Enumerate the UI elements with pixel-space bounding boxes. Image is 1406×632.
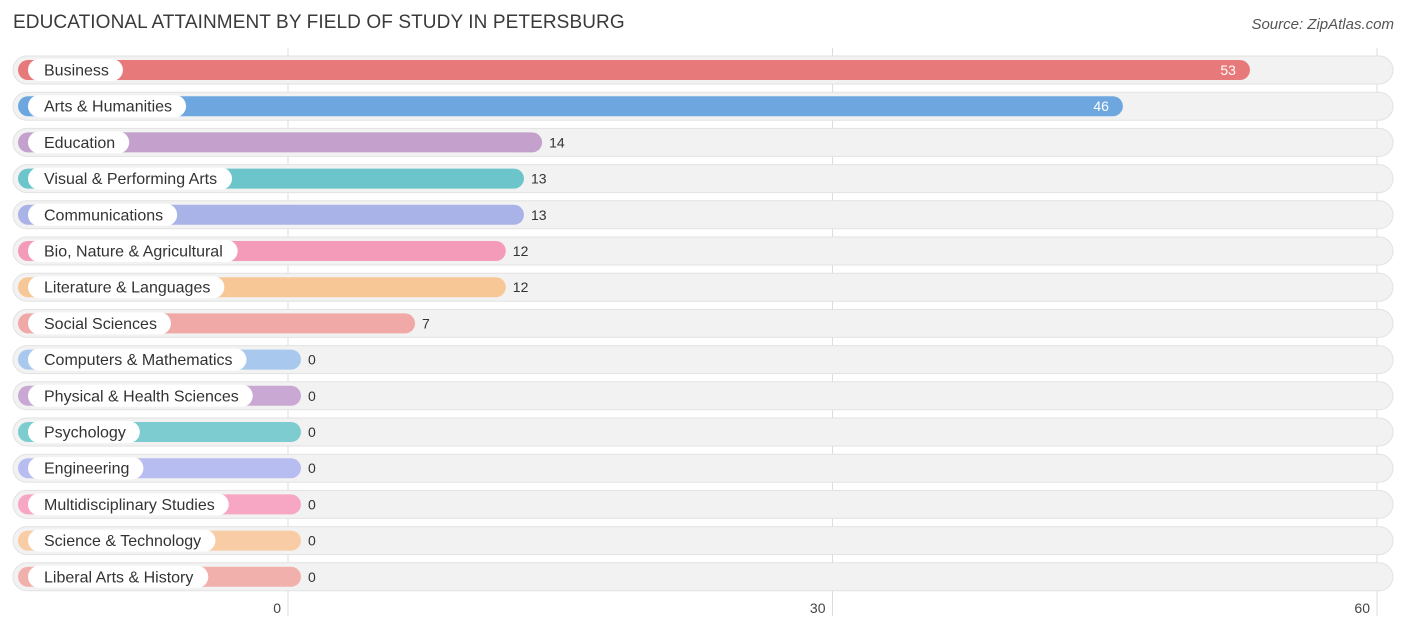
source-credit: Source: ZipAtlas.com bbox=[1251, 16, 1394, 33]
category-label-pill bbox=[28, 457, 144, 480]
category-label-pill bbox=[28, 384, 253, 407]
row-track bbox=[12, 417, 1394, 447]
category-label-pill bbox=[28, 565, 209, 588]
value-label: 13 bbox=[531, 171, 547, 187]
value-label: 12 bbox=[513, 243, 529, 259]
category-label: Communications bbox=[44, 207, 163, 224]
category-label-pill bbox=[28, 131, 130, 154]
value-label: 0 bbox=[308, 460, 316, 476]
chart-title: EDUCATIONAL ATTAINMENT BY FIELD OF STUDY… bbox=[13, 12, 625, 33]
category-label-pill bbox=[28, 240, 238, 262]
category-label-pill bbox=[28, 59, 123, 81]
category-label: Multidisciplinary Studies bbox=[44, 497, 215, 514]
category-label: Visual & Performing Arts bbox=[44, 171, 217, 188]
x-tick-label: 60 bbox=[1354, 600, 1370, 616]
value-label: 0 bbox=[308, 533, 316, 549]
x-axis: 0 30 60 bbox=[273, 600, 1370, 616]
category-label: Engineering bbox=[44, 461, 129, 478]
value-label: 12 bbox=[513, 279, 529, 295]
value-label: 0 bbox=[308, 424, 316, 440]
category-label: Computers & Mathematics bbox=[44, 352, 233, 369]
bar bbox=[18, 60, 1250, 80]
category-label-pill bbox=[28, 529, 216, 552]
row-track bbox=[12, 562, 1394, 592]
value-label: 46 bbox=[1093, 98, 1109, 114]
category-label-pill bbox=[28, 95, 187, 118]
category-label-pill bbox=[28, 167, 232, 190]
value-label: 14 bbox=[549, 134, 565, 150]
bar bbox=[18, 96, 1123, 117]
category-label: Arts & Humanities bbox=[44, 99, 172, 116]
value-label: 13 bbox=[531, 207, 547, 223]
value-label: 0 bbox=[308, 388, 316, 404]
category-label: Science & Technology bbox=[44, 533, 201, 550]
value-label: 7 bbox=[422, 315, 430, 331]
category-label-pill bbox=[28, 276, 225, 299]
rows-layer: Business 53 Arts & Humanities 46 Education 14… bbox=[12, 55, 1394, 592]
category-label: Psychology bbox=[44, 425, 126, 442]
row-track bbox=[12, 345, 1394, 375]
row-track bbox=[12, 453, 1394, 483]
category-label: Social Sciences bbox=[44, 316, 157, 333]
value-label: 0 bbox=[308, 352, 316, 368]
category-label-pill bbox=[28, 348, 247, 371]
category-label: Business bbox=[44, 63, 109, 80]
category-label: Physical & Health Sciences bbox=[44, 388, 239, 405]
category-label: Education bbox=[44, 135, 115, 152]
bar bbox=[18, 132, 543, 153]
x-tick-label: 0 bbox=[273, 600, 281, 616]
row-track bbox=[12, 526, 1394, 556]
row-track bbox=[12, 489, 1394, 519]
category-label: Liberal Arts & History bbox=[44, 569, 193, 586]
x-tick-label: 30 bbox=[810, 600, 826, 616]
value-label: 53 bbox=[1220, 62, 1236, 78]
category-label-pill bbox=[28, 493, 229, 516]
value-label: 0 bbox=[308, 569, 316, 585]
category-label-pill bbox=[28, 421, 140, 443]
category-label-pill bbox=[28, 312, 171, 335]
category-label: Literature & Languages bbox=[44, 280, 210, 297]
category-label: Bio, Nature & Agricultural bbox=[44, 244, 223, 261]
row-track bbox=[12, 381, 1394, 411]
category-label-pill bbox=[28, 203, 178, 226]
value-label: 0 bbox=[308, 496, 316, 512]
